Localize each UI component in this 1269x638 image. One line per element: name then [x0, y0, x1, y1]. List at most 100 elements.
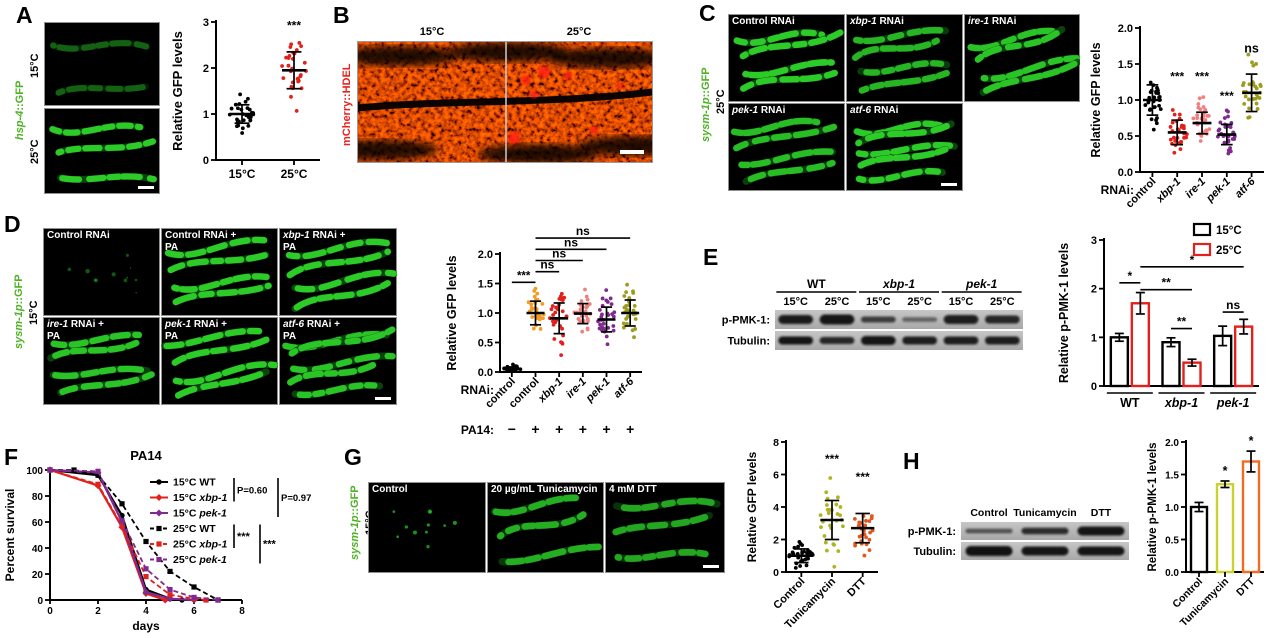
svg-text:6: 6 [773, 470, 779, 482]
svg-text:2: 2 [95, 606, 101, 617]
svg-text:25°C: 25°C [990, 296, 1015, 308]
worm-fluorescence [285, 238, 397, 313]
svg-text:DTT: DTT [1091, 507, 1112, 519]
svg-text:25°C WT: 25°C WT [173, 523, 216, 535]
svg-text:RNAi:: RNAi: [461, 383, 494, 397]
svg-text:xbp-1: xbp-1 [882, 277, 915, 291]
svg-text:15°C WT: 15°C WT [173, 477, 216, 489]
micrograph-label: ire-1 RNAi + PA [47, 319, 104, 342]
micrograph-D-0: Control RNAi [43, 228, 160, 316]
svg-text:0: 0 [37, 596, 43, 607]
svg-text:Control: Control [970, 507, 1007, 519]
svg-text:25°C: 25°C [281, 167, 308, 181]
micrograph-C-4: atf-6 RNAi [846, 103, 963, 191]
micrograph-label: atf-6 RNAi + PA [283, 319, 340, 342]
svg-text:WT: WT [1120, 396, 1140, 410]
svg-text:*: * [1223, 464, 1228, 478]
svg-text:0: 0 [47, 606, 53, 617]
svg-text:P=0.60: P=0.60 [237, 485, 267, 496]
svg-text:0: 0 [773, 567, 779, 579]
temp-label-D: 15°C [28, 300, 40, 325]
micrograph-D-3: ire-1 RNAi + PA [43, 317, 160, 405]
svg-text:Relative GFP levels: Relative GFP levels [746, 451, 759, 562]
panel-letter-A: A [16, 2, 33, 28]
micrograph-C-1: xbp-1 RNAi [846, 14, 963, 102]
micrograph-B-mcherry [318, 41, 698, 164]
svg-text:DTT: DTT [1234, 575, 1257, 598]
svg-text:DTT: DTT [845, 575, 869, 599]
svg-text:ns: ns [1226, 298, 1240, 312]
svg-text:25°C xbp-1: 25°C xbp-1 [173, 539, 228, 551]
svg-text:***: *** [237, 531, 251, 543]
reporter-label-sysm1p-gfp-D: sysm-1p::GFP [13, 274, 25, 350]
svg-text:15°C: 15°C [866, 296, 891, 308]
svg-text:40: 40 [32, 544, 44, 555]
micrograph-label: Control RNAi + PA [165, 230, 237, 253]
svg-text:days: days [132, 619, 160, 633]
svg-text:***: *** [1220, 89, 1234, 103]
svg-text:2.0: 2.0 [478, 249, 493, 261]
svg-text:xbp-1: xbp-1 [1164, 396, 1198, 410]
chart-A-gfp-scatter: 0 1 2 3 Relative GFP levels 15°C *** 25°C [170, 17, 320, 181]
svg-text:0.0: 0.0 [1118, 167, 1133, 179]
svg-text:Percent survival: Percent survival [3, 489, 17, 582]
svg-text:***: *** [287, 18, 301, 32]
panel-letter-H: H [903, 448, 920, 474]
svg-text:0: 0 [203, 155, 209, 167]
svg-text:1.0: 1.0 [1165, 503, 1179, 514]
chart-E-ppmk1-bars: 0 1 2 3 Relative p-PMK-1 levels WT xbp-1 pek-1 *… [1057, 222, 1259, 410]
svg-text:+: + [531, 421, 539, 437]
chart-F-survival: 0 20 40 60 80 100 Percent survival 0 2 4 6 8 days PA1… [3, 448, 311, 633]
svg-text:PA14: PA14 [130, 448, 162, 463]
western-blot-E: WT 15°C 25°C xbp-1 15°C 25°C pek-1 15°C 25°C p-PM… [722, 277, 1023, 350]
svg-text:8: 8 [773, 437, 779, 449]
svg-text:25°C pek-1: 25°C pek-1 [173, 554, 227, 566]
scale-bar [138, 186, 154, 189]
panel-letter-E: E [703, 244, 719, 270]
micrograph-D-1: Control RNAi + PA [161, 228, 278, 316]
svg-text:p-PMK-1:: p-PMK-1: [908, 526, 956, 538]
temp-label-25c: 25°C [29, 139, 41, 164]
scale-bar [941, 183, 957, 186]
worm-fluorescence [49, 122, 158, 183]
svg-text:100: 100 [26, 466, 43, 477]
svg-text:3: 3 [1091, 235, 1097, 247]
panel-letter-C: C [699, 0, 716, 26]
svg-text:**: ** [1161, 276, 1171, 290]
micrograph-A-1 [44, 108, 160, 194]
western-blot-H: Control Tunicamycin DTT p-PMK-1: Tubulin: [908, 507, 1129, 560]
svg-text:Relative GFP levels: Relative GFP levels [445, 255, 459, 370]
panel-letter-B: B [333, 2, 350, 28]
svg-text:xbp-1: xbp-1 [1153, 176, 1183, 206]
svg-text:***: *** [517, 270, 531, 282]
svg-text:1: 1 [1091, 332, 1097, 344]
svg-text:15°C xbp-1: 15°C xbp-1 [173, 492, 228, 504]
svg-text:2: 2 [773, 535, 779, 547]
worm-fluorescence [852, 120, 958, 184]
svg-text:ns: ns [1244, 41, 1259, 55]
b-title-15c: 15°C [419, 26, 445, 38]
worm-fluorescence [49, 39, 151, 97]
svg-text:***: *** [856, 470, 870, 484]
micrograph-G-1: 20 µg/mL Tunicamycin [487, 482, 604, 573]
micrograph-label: Control [372, 484, 408, 495]
svg-text:pek-1: pek-1 [1216, 396, 1250, 410]
worm-fluorescence [851, 26, 951, 94]
scale-bar [375, 397, 391, 400]
micrograph-label: Control RNAi [732, 16, 795, 27]
svg-text:15°C: 15°C [1216, 225, 1242, 237]
svg-text:Tubulin:: Tubulin: [727, 336, 770, 348]
svg-text:ns: ns [576, 224, 590, 238]
svg-text:15°C: 15°C [229, 167, 256, 181]
svg-text:25°C: 25°C [907, 296, 932, 308]
worm-fluorescence [392, 509, 457, 549]
svg-text:4: 4 [773, 502, 779, 514]
svg-text:3: 3 [203, 17, 209, 29]
micrograph-label: xbp-1 RNAi + PA [283, 230, 346, 253]
svg-text:***: *** [1170, 70, 1184, 84]
reporter-label-mcherry-hdel: mCherry::HDEL [341, 63, 353, 146]
svg-text:25°C: 25°C [825, 296, 850, 308]
